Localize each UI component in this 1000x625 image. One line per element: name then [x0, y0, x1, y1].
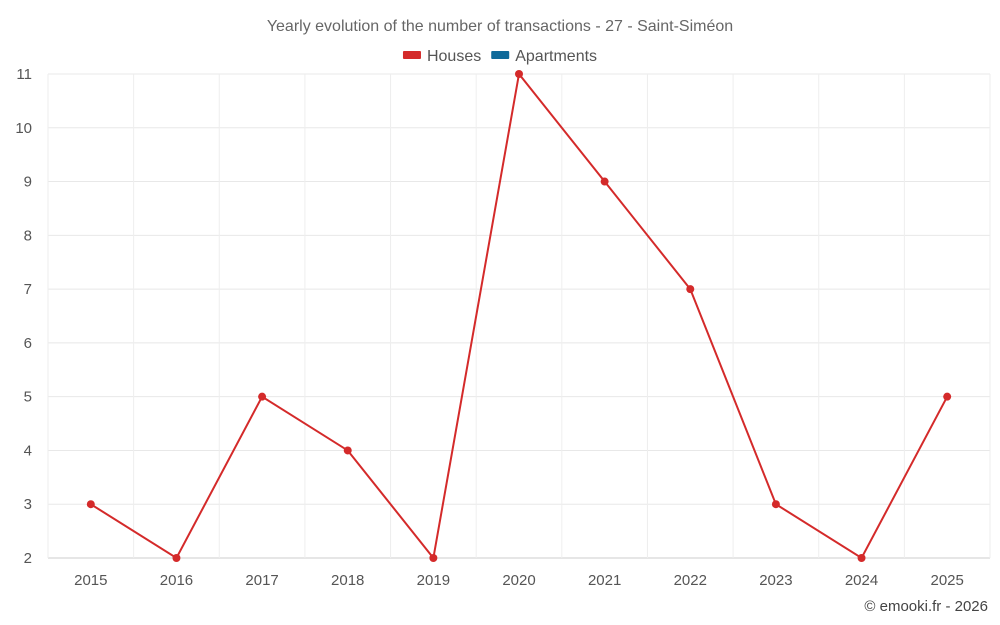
legend: Houses Apartments — [402, 48, 597, 65]
credit-text: © emooki.fr - 2026 — [864, 598, 988, 615]
x-tick-label: 2021 — [588, 572, 621, 589]
y-tick-label: 2 — [24, 550, 32, 567]
legend-label: Houses — [427, 48, 481, 65]
x-tick-label: 2025 — [930, 572, 963, 589]
data-point[interactable] — [343, 446, 352, 455]
y-tick-label: 3 — [24, 496, 32, 513]
x-tick-label: 2017 — [245, 572, 278, 589]
y-tick-label: 4 — [24, 442, 32, 459]
y-tick-label: 9 — [24, 174, 32, 191]
chart-title: Yearly evolution of the number of transa… — [267, 18, 733, 35]
legend-item-apartments[interactable]: Apartments — [491, 48, 597, 65]
x-tick-label: 2024 — [845, 572, 878, 589]
legend-swatch — [402, 51, 421, 59]
x-tick-label: 2020 — [502, 572, 535, 589]
y-tick-label: 6 — [24, 335, 32, 352]
x-tick-label: 2023 — [759, 572, 792, 589]
data-point[interactable] — [943, 392, 952, 401]
x-axis: 2015 2016 2017 2018 2019 2020 2021 2022 2023 2024… — [74, 572, 964, 589]
x-tick-label: 2015 — [74, 572, 107, 589]
data-point[interactable] — [258, 392, 267, 401]
y-tick-label: 11 — [16, 66, 32, 83]
data-point[interactable] — [86, 500, 95, 509]
y-tick-label: 7 — [24, 281, 32, 298]
data-point[interactable] — [515, 70, 523, 78]
x-tick-label: 2016 — [160, 572, 193, 589]
y-tick-label: 8 — [24, 227, 32, 244]
x-tick-label: 2018 — [331, 572, 364, 589]
x-tick-label: 2022 — [674, 572, 707, 589]
data-point[interactable] — [771, 500, 780, 509]
legend-swatch — [491, 51, 510, 59]
legend-item-houses[interactable]: Houses — [402, 48, 481, 65]
data-point[interactable] — [686, 285, 695, 294]
y-tick-label: 10 — [15, 120, 32, 137]
data-point[interactable] — [172, 554, 181, 562]
series-group — [86, 70, 952, 562]
y-axis: 2 3 4 5 6 7 8 9 10 11 — [15, 66, 32, 567]
x-tick-label: 2019 — [417, 572, 450, 589]
data-point[interactable] — [600, 177, 609, 186]
data-point[interactable] — [857, 554, 866, 562]
legend-label: Apartments — [515, 48, 597, 65]
data-point[interactable] — [429, 554, 438, 562]
grid — [47, 73, 991, 559]
y-tick-label: 5 — [24, 389, 32, 406]
